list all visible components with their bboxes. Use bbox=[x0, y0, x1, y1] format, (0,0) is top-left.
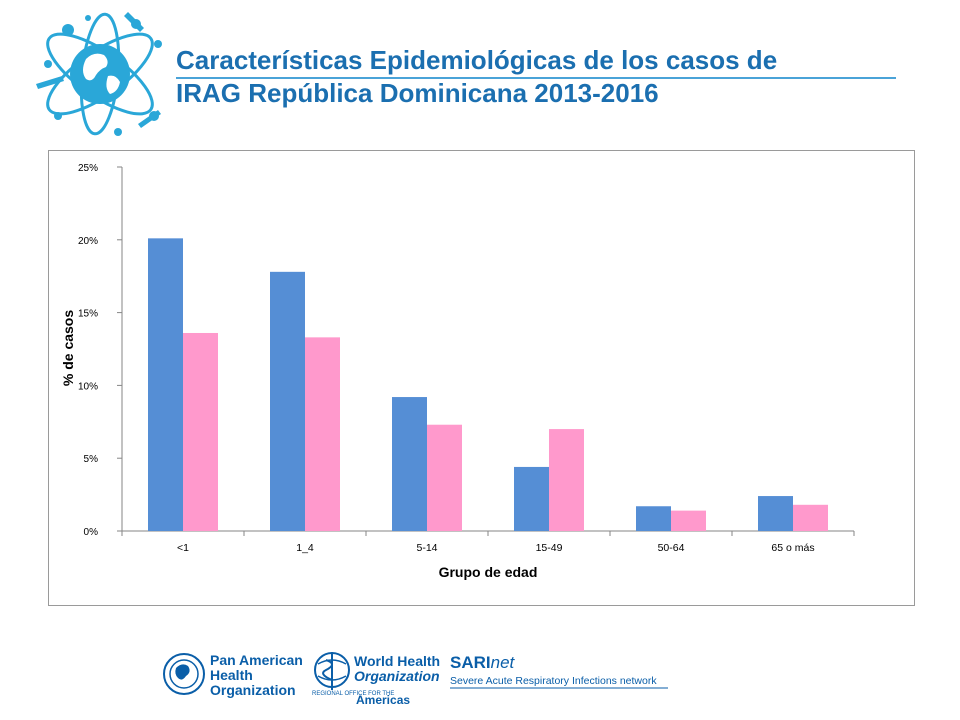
paho-line-3: Organization bbox=[210, 682, 296, 698]
bar bbox=[758, 496, 793, 531]
chart-frame: % de casos Grupo de edad 0% 5% 10% 15% 20% 25… bbox=[48, 150, 915, 606]
bar bbox=[148, 238, 183, 531]
bar bbox=[183, 333, 218, 531]
bar bbox=[636, 506, 671, 531]
bar bbox=[549, 429, 584, 531]
paho-line-1: Pan American bbox=[210, 652, 303, 668]
who-line-1: World Health bbox=[354, 653, 440, 669]
x-tick-label: 65 o más bbox=[771, 542, 814, 554]
bar bbox=[514, 467, 549, 531]
who-line-2: Organization bbox=[354, 668, 440, 684]
title-line-2: IRAG República Dominicana 2013-2016 bbox=[176, 77, 896, 110]
y-tick-label: 5% bbox=[84, 454, 99, 465]
y-tick-label: 10% bbox=[78, 381, 98, 392]
who-americas: Americas bbox=[356, 693, 410, 707]
sari-italic: net bbox=[491, 653, 516, 672]
paho-line-2: Health bbox=[210, 667, 253, 683]
paho-emblem-icon bbox=[164, 654, 204, 694]
footer-logos: Pan American Health Organization World H… bbox=[160, 648, 680, 708]
y-tick-label: 15% bbox=[78, 309, 98, 320]
x-tick-label: 1_4 bbox=[296, 542, 314, 554]
globe-atom-virus-logo bbox=[28, 4, 178, 144]
sari-bold: SARI bbox=[450, 653, 491, 672]
x-axis-title: Grupo de edad bbox=[439, 564, 538, 580]
bar bbox=[793, 505, 828, 531]
x-tick-label: 5-14 bbox=[416, 542, 437, 554]
title-line-1: Características Epidemiológicas de los c… bbox=[176, 44, 896, 77]
y-tick-label: 0% bbox=[84, 527, 99, 538]
sari-subtitle: Severe Acute Respiratory Infections netw… bbox=[450, 675, 657, 687]
y-axis-title: % de casos bbox=[60, 310, 76, 386]
bar bbox=[427, 425, 462, 531]
y-tick-label: 25% bbox=[78, 163, 98, 174]
bar bbox=[270, 272, 305, 531]
bar bbox=[671, 511, 706, 531]
x-tick-label: <1 bbox=[177, 542, 189, 554]
sari-title: SARInet bbox=[450, 653, 516, 672]
y-tick-label: 20% bbox=[78, 236, 98, 247]
bar-chart: % de casos Grupo de edad 0% 5% 10% 15% 20% 25… bbox=[49, 151, 914, 605]
bar bbox=[305, 337, 340, 531]
title-underline bbox=[176, 77, 896, 79]
x-tick-label: 15-49 bbox=[536, 542, 563, 554]
bar bbox=[392, 397, 427, 531]
x-tick-label: 50-64 bbox=[658, 542, 685, 554]
who-emblem-icon bbox=[315, 652, 349, 690]
